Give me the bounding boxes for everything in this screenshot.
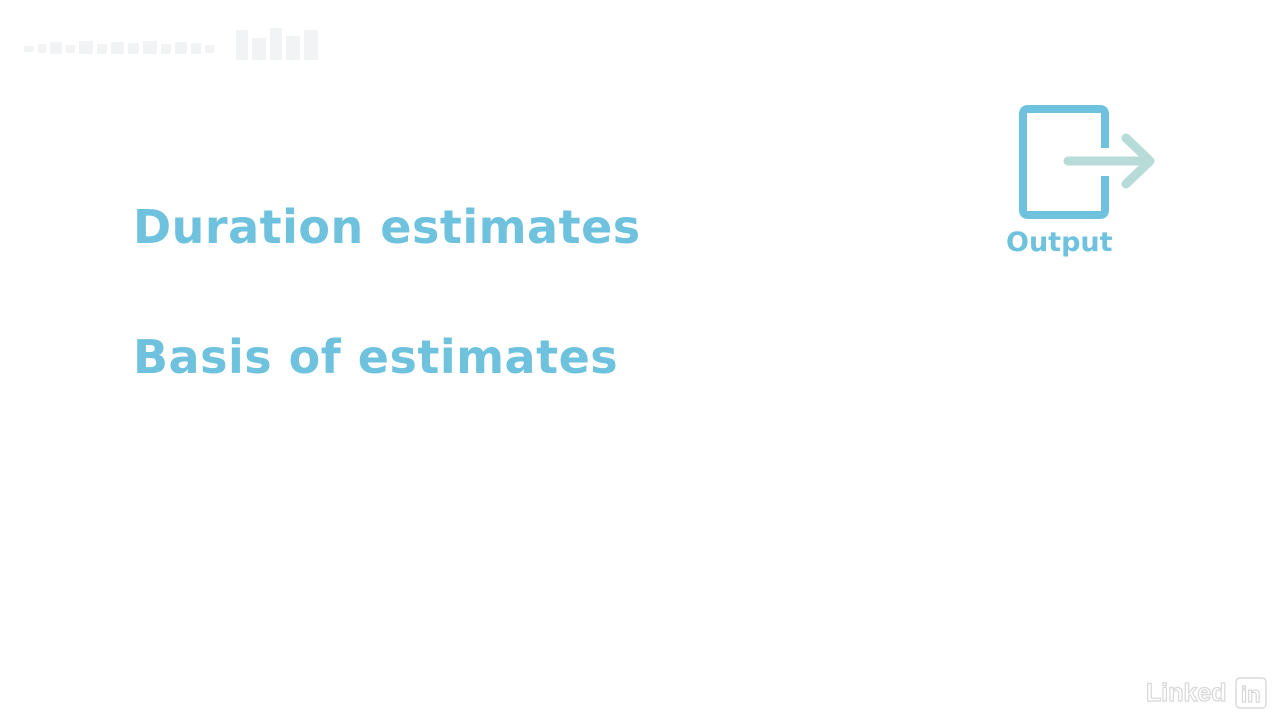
output-item-basis-of-estimates: Basis of estimates	[133, 330, 619, 384]
output-item-duration-estimates: Duration estimates	[133, 200, 641, 254]
exit-arrow-icon	[1019, 105, 1155, 219]
svg-text:Linked: Linked	[1146, 679, 1227, 707]
faint-watermark-icon	[24, 28, 318, 60]
linkedin-logo-icon: Linked in	[1146, 677, 1267, 709]
svg-text:in: in	[1241, 682, 1261, 707]
output-label: Output	[1006, 227, 1113, 258]
